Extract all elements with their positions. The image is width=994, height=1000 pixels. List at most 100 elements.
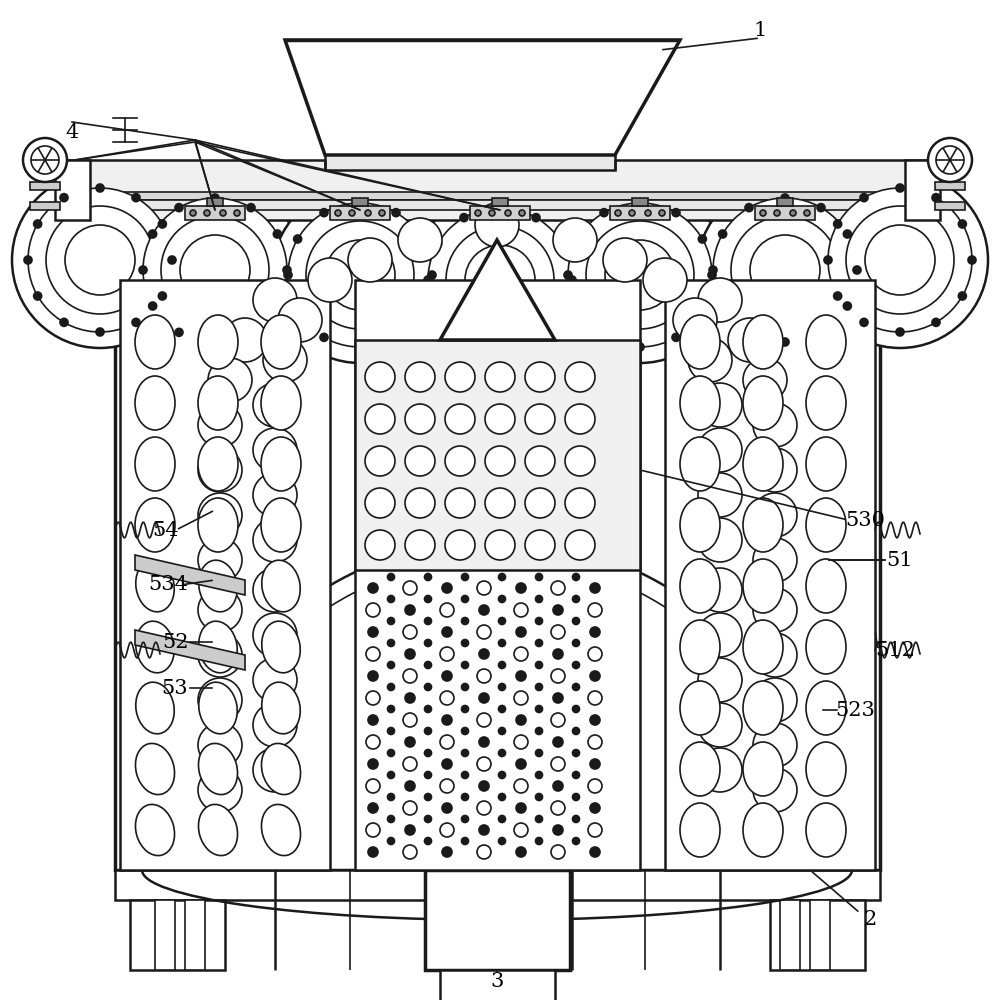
Circle shape — [368, 759, 378, 769]
Ellipse shape — [199, 682, 237, 734]
Circle shape — [671, 333, 679, 341]
Circle shape — [252, 428, 296, 472]
Bar — [776, 198, 792, 206]
Circle shape — [392, 333, 400, 341]
Circle shape — [713, 198, 856, 342]
Circle shape — [525, 488, 555, 518]
Bar — [439, 970, 555, 1000]
Circle shape — [478, 781, 488, 791]
Ellipse shape — [805, 803, 845, 857]
Circle shape — [896, 184, 904, 192]
Bar — [355, 340, 639, 570]
Bar — [352, 198, 368, 206]
Circle shape — [843, 230, 851, 238]
Circle shape — [252, 658, 296, 702]
Circle shape — [190, 210, 196, 216]
Circle shape — [658, 210, 664, 216]
Circle shape — [95, 328, 104, 336]
Bar — [934, 182, 964, 190]
Circle shape — [476, 757, 490, 771]
Circle shape — [405, 446, 434, 476]
Bar — [185, 206, 245, 220]
Circle shape — [551, 625, 565, 639]
Circle shape — [823, 256, 831, 264]
Text: 54: 54 — [152, 520, 178, 540]
Text: 51: 51 — [886, 550, 912, 570]
Polygon shape — [439, 240, 555, 340]
Circle shape — [478, 693, 488, 703]
Circle shape — [568, 203, 712, 347]
Circle shape — [12, 172, 188, 348]
Circle shape — [424, 595, 431, 602]
Circle shape — [745, 328, 752, 336]
Ellipse shape — [135, 315, 175, 369]
Circle shape — [325, 240, 395, 310]
Ellipse shape — [679, 315, 720, 369]
Circle shape — [698, 473, 742, 517]
Circle shape — [843, 302, 851, 310]
Circle shape — [516, 715, 526, 725]
Circle shape — [553, 605, 563, 615]
Text: 1: 1 — [752, 21, 766, 40]
Ellipse shape — [261, 804, 300, 856]
Circle shape — [405, 825, 414, 835]
Circle shape — [139, 266, 147, 274]
Circle shape — [535, 617, 542, 624]
Circle shape — [572, 684, 579, 690]
Circle shape — [365, 210, 371, 216]
Circle shape — [587, 647, 601, 661]
Circle shape — [439, 603, 453, 617]
Circle shape — [252, 568, 296, 612]
Circle shape — [516, 803, 526, 813]
Circle shape — [698, 278, 742, 322]
Circle shape — [535, 793, 542, 800]
Circle shape — [387, 815, 394, 822]
Ellipse shape — [198, 376, 238, 430]
Circle shape — [957, 220, 965, 228]
Circle shape — [392, 209, 400, 217]
Bar — [491, 198, 508, 206]
Circle shape — [282, 266, 290, 274]
Circle shape — [439, 779, 453, 793]
Ellipse shape — [743, 376, 782, 430]
Circle shape — [158, 292, 166, 300]
Circle shape — [498, 595, 505, 602]
Circle shape — [366, 779, 380, 793]
Circle shape — [424, 617, 431, 624]
Circle shape — [572, 837, 579, 844]
Circle shape — [277, 298, 322, 342]
Circle shape — [252, 518, 296, 562]
Circle shape — [514, 647, 528, 661]
Circle shape — [161, 216, 268, 324]
Circle shape — [718, 302, 726, 310]
Circle shape — [535, 706, 542, 712]
Circle shape — [525, 446, 555, 476]
Circle shape — [464, 245, 535, 315]
Ellipse shape — [135, 743, 174, 795]
Circle shape — [752, 588, 796, 632]
Circle shape — [564, 271, 572, 279]
Circle shape — [572, 750, 579, 756]
Circle shape — [444, 404, 474, 434]
Circle shape — [572, 617, 579, 624]
Circle shape — [198, 493, 242, 537]
Circle shape — [604, 240, 674, 310]
Circle shape — [439, 691, 453, 705]
Ellipse shape — [743, 681, 782, 735]
Ellipse shape — [260, 498, 301, 552]
Circle shape — [320, 209, 328, 217]
Bar — [30, 202, 60, 210]
Circle shape — [476, 845, 490, 859]
Circle shape — [459, 338, 467, 346]
Circle shape — [752, 448, 796, 492]
Circle shape — [143, 198, 286, 342]
Circle shape — [745, 204, 752, 212]
Circle shape — [498, 750, 505, 756]
Circle shape — [514, 779, 528, 793]
Ellipse shape — [198, 498, 238, 552]
Circle shape — [478, 737, 488, 747]
Circle shape — [439, 823, 453, 837]
Circle shape — [461, 684, 468, 690]
Circle shape — [587, 691, 601, 705]
Circle shape — [803, 210, 809, 216]
